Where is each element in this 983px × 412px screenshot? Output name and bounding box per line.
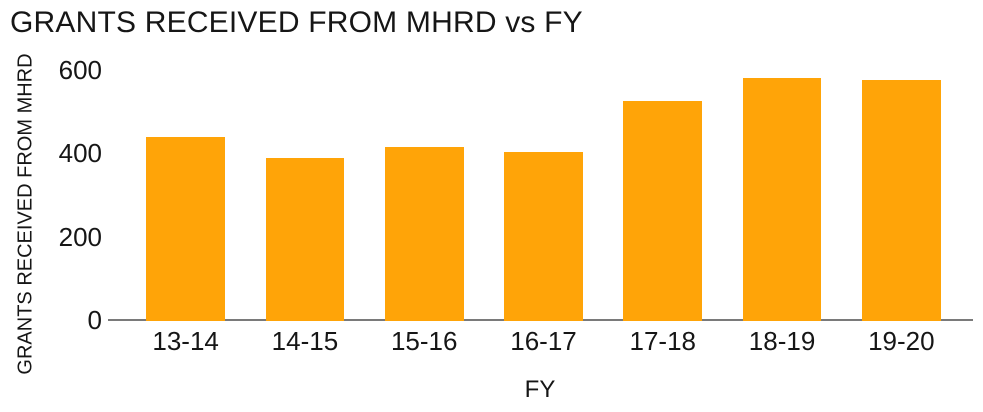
x-tick-label: 15-16 [390, 326, 458, 356]
plot-area [108, 70, 973, 321]
bar-19-20 [861, 80, 941, 321]
bar-slot [245, 70, 364, 321]
bar-16-17 [504, 151, 583, 321]
bar-slot [842, 70, 961, 321]
y-tick-labels: 0 200 400 600 [0, 57, 102, 333]
x-tick-labels: 13-14 14-15 15-16 16-17 17-18 18-19 19-20 [126, 328, 961, 354]
bar-slot [484, 70, 603, 321]
bar-slot [365, 70, 484, 321]
x-tick-label: 19-20 [868, 326, 935, 356]
bar-slot [603, 70, 722, 321]
bar-14-15 [265, 157, 345, 321]
bar-18-19 [742, 78, 822, 321]
y-tick-label: 200 [58, 221, 102, 252]
bar-17-18 [623, 101, 703, 321]
x-axis-title: FY [524, 376, 556, 403]
bar-15-16 [384, 147, 464, 321]
y-tick-label: 600 [58, 55, 102, 85]
y-tick-label: 0 [87, 305, 102, 335]
x-tick-label: 18-19 [748, 326, 816, 356]
x-tick-label: 13-14 [152, 326, 219, 356]
bar-slot [126, 70, 245, 321]
chart-title: GRANTS RECEIVED FROM MHRD vs FY [10, 6, 583, 39]
x-tick-label: 17-18 [629, 326, 697, 356]
y-tick-label: 400 [58, 138, 102, 169]
bars [108, 70, 973, 321]
bar-13-14 [146, 136, 225, 321]
bar-slot [722, 70, 841, 321]
x-tick-label: 14-15 [271, 326, 339, 356]
x-tick-label: 16-17 [510, 326, 577, 356]
